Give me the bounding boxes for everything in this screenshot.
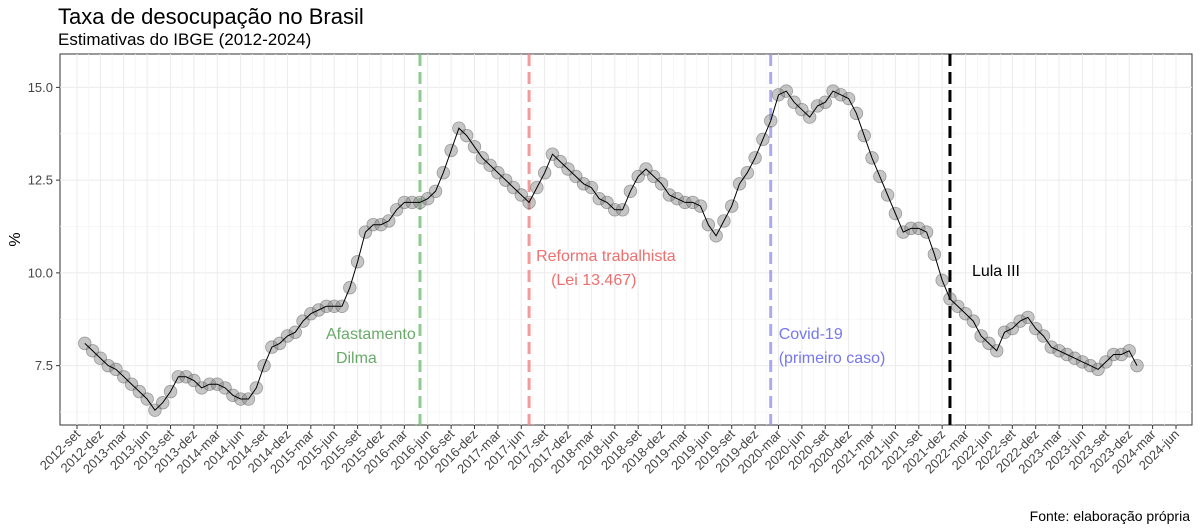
annotation-label: Covid-19 (779, 326, 843, 343)
event-lines (418, 54, 952, 425)
plot-panel (59, 53, 1193, 426)
y-axis: 7.5 10.0 12.5 15.0 (28, 80, 60, 373)
y-tick-label: 15.0 (28, 80, 53, 95)
y-axis-label: % (7, 232, 24, 246)
grid (59, 53, 1193, 426)
chart-subtitle: Estimativas do IBGE (2012-2024) (58, 30, 312, 49)
annotation-label: Lula III (972, 263, 1020, 280)
annotation-label: (Lei 13.467) (551, 272, 636, 289)
annotation-label: Dilma (336, 350, 377, 367)
y-tick-label: 12.5 (28, 173, 53, 188)
data-point (1130, 358, 1144, 373)
annotation-label: Reforma trabalhista (536, 248, 676, 265)
series-line (84, 90, 1138, 411)
y-tick-label: 10.0 (28, 265, 53, 280)
annotation-label: (primeiro caso) (779, 350, 886, 367)
chart-title: Taxa de desocupação no Brasil (58, 4, 364, 29)
y-tick-label: 7.5 (35, 358, 53, 373)
x-axis: 2012-set2012-dez2013-mar2013-jun2013-set… (37, 425, 1182, 476)
annotations: Afastamento Dilma Reforma trabalhista (Lei … (326, 248, 1020, 367)
chart-source: Fonte: elaboração própria (1029, 508, 1190, 524)
annotation-label: Afastamento (326, 326, 416, 343)
